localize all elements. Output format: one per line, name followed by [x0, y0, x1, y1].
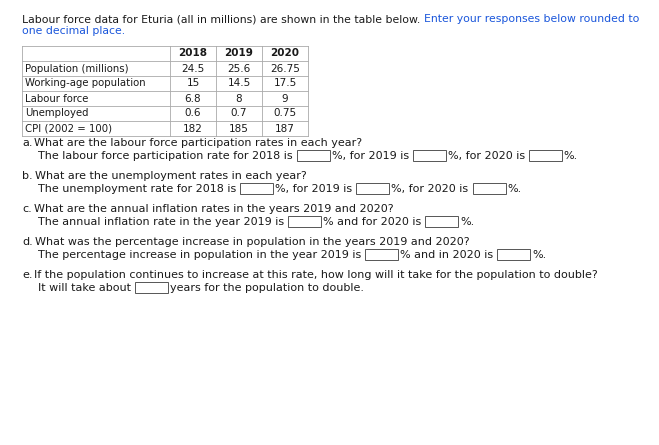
Text: %, for 2020 is: %, for 2020 is: [391, 184, 472, 194]
Bar: [413, 150, 445, 161]
Bar: [529, 150, 562, 161]
Text: 15: 15: [186, 78, 200, 89]
Text: %, for 2019 is: %, for 2019 is: [331, 151, 413, 161]
Text: 24.5: 24.5: [181, 64, 205, 73]
Text: 185: 185: [229, 124, 249, 134]
Bar: [365, 249, 398, 260]
Text: What are the unemployment rates in each year?: What are the unemployment rates in each …: [35, 171, 306, 181]
Bar: [425, 216, 459, 227]
Text: What are the annual inflation rates in the years 2019 and 2020?: What are the annual inflation rates in t…: [34, 204, 393, 214]
Text: 6.8: 6.8: [185, 93, 201, 104]
Text: 26.75: 26.75: [270, 64, 300, 73]
Text: % and for 2020 is: % and for 2020 is: [323, 217, 425, 227]
Text: %, for 2019 is: %, for 2019 is: [275, 184, 356, 194]
Bar: [297, 150, 330, 161]
Text: %.: %.: [532, 250, 546, 260]
Text: a.: a.: [22, 138, 32, 148]
Text: What are the labour force participation rates in each year?: What are the labour force participation …: [34, 138, 362, 148]
Text: % and in 2020 is: % and in 2020 is: [400, 250, 497, 260]
Text: 0.75: 0.75: [273, 109, 297, 118]
Text: b.: b.: [22, 171, 33, 181]
Text: %.: %.: [564, 151, 578, 161]
Text: 187: 187: [275, 124, 295, 134]
Text: Labour force data for Eturia (all in millions) are shown in the table below.: Labour force data for Eturia (all in mil…: [22, 14, 424, 24]
Text: Working-age population: Working-age population: [25, 78, 146, 89]
Text: %.: %.: [507, 184, 522, 194]
Bar: [241, 183, 273, 194]
Bar: [498, 249, 530, 260]
Text: Labour force: Labour force: [25, 93, 88, 104]
Text: 17.5: 17.5: [273, 78, 297, 89]
Text: Enter your responses below rounded to: Enter your responses below rounded to: [424, 14, 639, 24]
Text: one decimal place.: one decimal place.: [22, 26, 125, 36]
Text: The labour force participation rate for 2018 is: The labour force participation rate for …: [38, 151, 296, 161]
Bar: [135, 282, 168, 293]
Text: 2018: 2018: [179, 49, 208, 58]
Text: years for the population to double.: years for the population to double.: [170, 283, 364, 293]
Text: e.: e.: [22, 270, 32, 280]
Bar: [288, 216, 321, 227]
Text: It will take about: It will take about: [38, 283, 134, 293]
Text: 182: 182: [183, 124, 203, 134]
Text: 14.5: 14.5: [227, 78, 250, 89]
Text: %, for 2020 is: %, for 2020 is: [447, 151, 529, 161]
Text: The annual inflation rate in the year 2019 is: The annual inflation rate in the year 20…: [38, 217, 287, 227]
Text: Population (millions): Population (millions): [25, 64, 129, 73]
Bar: [357, 183, 389, 194]
Text: %.: %.: [461, 217, 474, 227]
Text: 8: 8: [236, 93, 243, 104]
Text: 2019: 2019: [225, 49, 254, 58]
Text: 2020: 2020: [270, 49, 299, 58]
Bar: [473, 183, 505, 194]
Text: The percentage increase in population in the year 2019 is: The percentage increase in population in…: [38, 250, 364, 260]
Text: Unemployed: Unemployed: [25, 109, 88, 118]
Text: d.: d.: [22, 237, 33, 247]
Text: What was the percentage increase in population in the years 2019 and 2020?: What was the percentage increase in popu…: [35, 237, 469, 247]
Text: The unemployment rate for 2018 is: The unemployment rate for 2018 is: [38, 184, 240, 194]
Text: 0.7: 0.7: [231, 109, 247, 118]
Text: 0.6: 0.6: [185, 109, 201, 118]
Text: 9: 9: [281, 93, 289, 104]
Text: 25.6: 25.6: [227, 64, 250, 73]
Text: c.: c.: [22, 204, 32, 214]
Text: CPI (2002 = 100): CPI (2002 = 100): [25, 124, 112, 134]
Text: If the population continues to increase at this rate, how long will it take for : If the population continues to increase …: [34, 270, 598, 280]
